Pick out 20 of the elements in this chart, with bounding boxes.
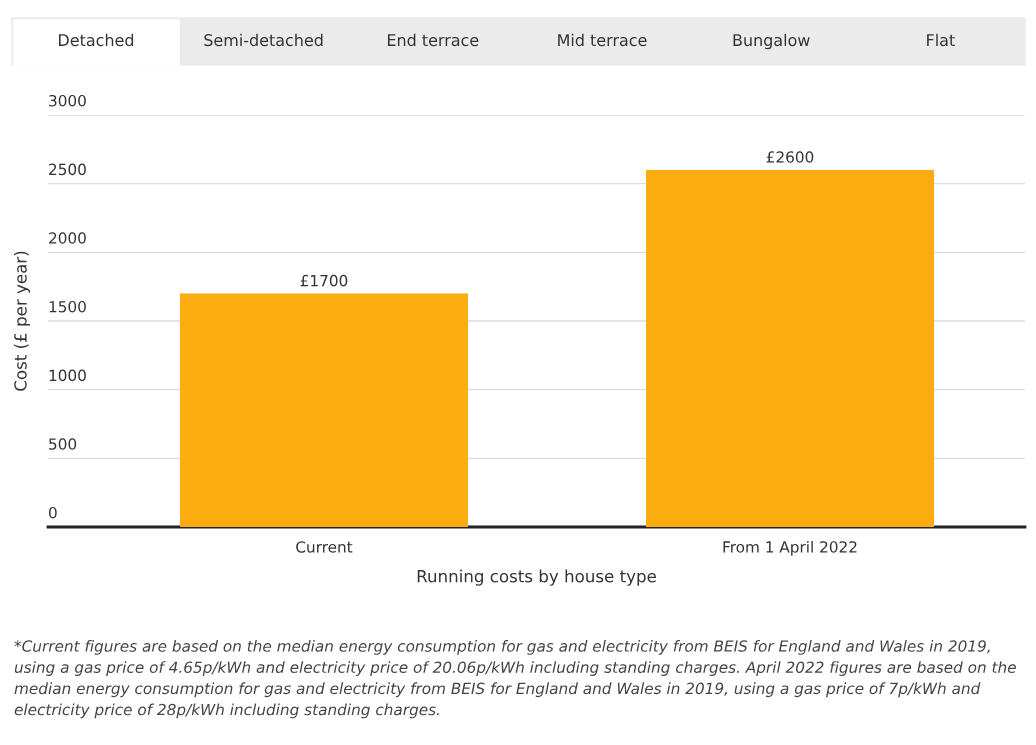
x-tick-label: From 1 April 2022 (723, 540, 857, 556)
y-tick-label: 0 (49, 506, 57, 519)
y-tick-label: 2500 (49, 163, 86, 176)
text: Semi-detached (204, 33, 323, 47)
text: *Current figures are based on the median energy consumption for gas and electricity from BEIS for England and Wales in 2019, using a gas price of 4.65p/kWh and electricity price of 20.06p/kWh including standing charges. April 2022 figures are based on the median energy consumption for gas and electricity from BEIS for England and Wales in 2019, using a gas price of 7p/kWh and electricity price of 28p/kWh including standing charges. (14, 640, 1016, 719)
text: Mid terrace (558, 33, 647, 47)
text: Flat (927, 33, 955, 47)
data-label: £1700 (300, 274, 348, 287)
y-tick-label: 1500 (49, 300, 86, 313)
text: Detached (59, 33, 134, 47)
x-axis-title: Running costs by house type (417, 569, 656, 586)
y-tick-label: 1000 (49, 369, 86, 382)
y-tick-label: 2000 (49, 232, 86, 244)
text: End terrace (387, 33, 479, 47)
y-tick-label: 500 (49, 438, 77, 450)
text: Bungalow (733, 33, 810, 50)
x-tick-label: Current (296, 541, 353, 553)
data-label: £2600 (766, 151, 814, 163)
y-tick-label: 3000 (49, 94, 86, 107)
y-axis-title: Cost (£ per year) (13, 251, 30, 391)
